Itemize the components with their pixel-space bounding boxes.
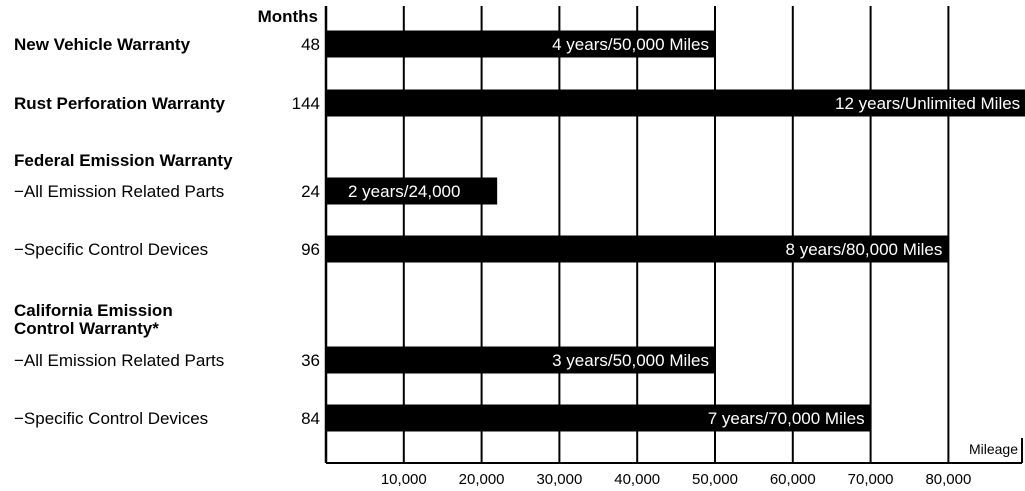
bar-label: 3 years/50,000 Miles xyxy=(552,351,709,370)
bars: 4 years/50,000 Miles 12 years/Unlimited M… xyxy=(326,30,1025,432)
bar-label: 7 years/70,000 Miles xyxy=(708,409,865,428)
bar xyxy=(326,30,715,58)
bar-label: 12 years/Unlimited Miles xyxy=(835,94,1020,113)
bar xyxy=(326,404,871,432)
months-value: 36 xyxy=(301,351,320,370)
months-header: Months xyxy=(258,7,318,26)
row-label: Rust Perforation Warranty xyxy=(14,94,226,113)
months-value: 84 xyxy=(301,409,320,428)
months-value: 144 xyxy=(292,94,320,113)
x-tick-label: 30,000 xyxy=(536,471,582,488)
section-heading: Control Warranty* xyxy=(14,319,159,338)
bar xyxy=(326,177,498,205)
months-value: 48 xyxy=(301,35,320,54)
x-tick-label: 60,000 xyxy=(770,471,816,488)
bar xyxy=(326,89,1025,117)
labels: Months Mileage Federal Emission Warranty… xyxy=(14,7,1018,457)
row-label: −Specific Control Devices xyxy=(14,409,208,428)
section-heading: Federal Emission Warranty xyxy=(14,151,233,170)
row-label: New Vehicle Warranty xyxy=(14,35,191,54)
x-tick-label: 40,000 xyxy=(614,471,660,488)
bar xyxy=(326,346,715,374)
months-value: 96 xyxy=(301,240,320,259)
x-tick-label: 80,000 xyxy=(925,471,971,488)
mileage-label: Mileage xyxy=(969,441,1018,457)
row-label: −All Emission Related Parts xyxy=(14,351,224,370)
bar-label: 4 years/50,000 Miles xyxy=(552,35,709,54)
bar-label: 8 years/80,000 Miles xyxy=(786,240,943,259)
x-tick-label: 20,000 xyxy=(459,471,505,488)
grid-lines xyxy=(324,6,1023,464)
bar xyxy=(326,235,949,263)
x-ticks: 10,000 20,000 30,000 40,000 50,000 60,000 70,0… xyxy=(381,471,971,488)
section-heading: California Emission xyxy=(14,301,173,320)
x-tick-label: 10,000 xyxy=(381,471,427,488)
x-tick-label: 70,000 xyxy=(848,471,894,488)
months-value: 24 xyxy=(301,182,320,201)
row-label: −Specific Control Devices xyxy=(14,240,208,259)
row-label: −All Emission Related Parts xyxy=(14,182,224,201)
bar-label: 2 years/24,000 xyxy=(348,182,460,201)
x-tick-label: 50,000 xyxy=(692,471,738,488)
